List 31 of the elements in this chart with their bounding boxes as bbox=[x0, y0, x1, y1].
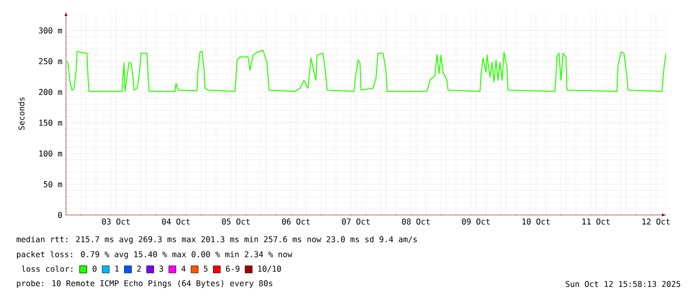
legend-label: 5 bbox=[204, 266, 208, 272]
legend-title: loss color: bbox=[22, 266, 72, 272]
legend-label: 10/10 bbox=[258, 266, 281, 272]
legend-label: 1 bbox=[115, 266, 119, 272]
x-tick-label: 11 Oct bbox=[582, 218, 610, 225]
y-tick-label: 300 m bbox=[38, 27, 62, 34]
y-tick-label: 100 m bbox=[39, 150, 62, 156]
legend-label: 2 bbox=[137, 266, 141, 272]
legend-label: 6-9 bbox=[226, 266, 240, 272]
text: packet loss: 0.79 % avg 15.40 % max 0.00 % min 2.34 % now bbox=[16, 251, 292, 259]
x-tick-label: 03 Oct bbox=[102, 218, 130, 225]
y-axis-title: Seconds bbox=[18, 97, 24, 130]
x-tick-label: 06 Oct bbox=[282, 218, 310, 225]
y-tick-label: 200 m bbox=[38, 88, 62, 95]
text: probe: 10 Remote ICMP Echo Pings (64 Bytes) every 80s bbox=[16, 280, 272, 288]
y-tick-label: 250 m bbox=[38, 58, 62, 64]
x-tick-label: 09 Oct bbox=[462, 218, 490, 225]
y-tick-label: 50 m bbox=[44, 181, 62, 188]
legend-label: 0 bbox=[92, 266, 97, 272]
x-tick-label: 10 Oct bbox=[522, 218, 550, 225]
legend-label: 3 bbox=[159, 266, 164, 272]
x-tick-label: 12 Oct bbox=[642, 218, 670, 225]
text: Sun Oct 12 15:58:13 2025 bbox=[566, 280, 680, 288]
legend-label: 4 bbox=[181, 266, 186, 272]
x-tick-label: 08 Oct bbox=[402, 218, 430, 225]
x-tick-label: 07 Oct bbox=[342, 218, 370, 225]
y-tick-label: 0 bbox=[58, 212, 62, 218]
y-tick-label: 150 m bbox=[39, 120, 62, 126]
x-tick-label: 05 Oct bbox=[222, 218, 250, 225]
x-tick-label: 04 Oct bbox=[162, 218, 190, 225]
text: median rtt: 215.7 ms avg 269.3 ms max 201.3 ms min 257.6 ms now 23.0 ms sd 9.4 am/s bbox=[16, 236, 417, 244]
